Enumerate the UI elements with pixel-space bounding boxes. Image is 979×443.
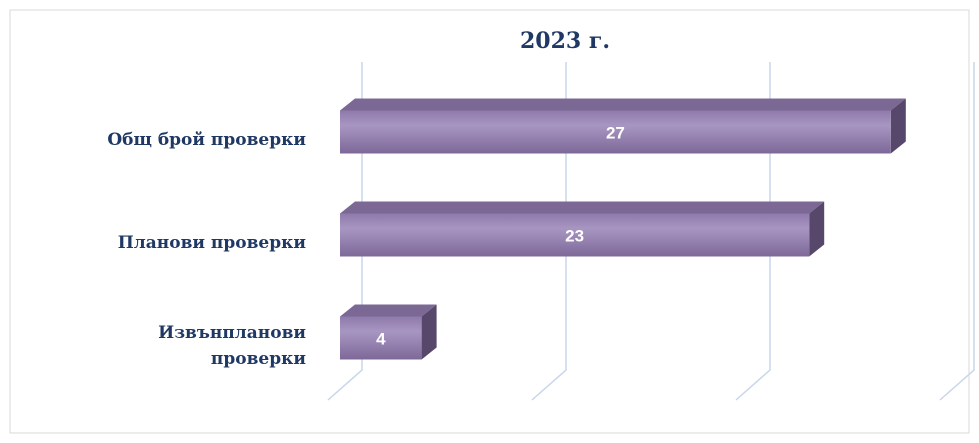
- bar-front: [340, 213, 810, 257]
- bar: [340, 201, 825, 257]
- bar-front: [340, 316, 422, 360]
- bar-side: [809, 201, 825, 257]
- bar-side: [421, 304, 437, 360]
- bar: [340, 98, 906, 154]
- data-label: 23: [565, 226, 584, 245]
- data-label: 27: [606, 123, 625, 142]
- grid-line: [531, 62, 567, 401]
- bar-top: [340, 201, 825, 214]
- category-label: Общ брой проверки: [107, 130, 306, 150]
- grid-line: [327, 62, 363, 401]
- category-label: Извънпланови проверки: [158, 323, 306, 369]
- grid-line: [735, 62, 771, 401]
- category-label: Планови проверки: [117, 233, 306, 253]
- grid-line: [939, 62, 975, 401]
- bar-side: [890, 98, 906, 154]
- bar-front: [340, 110, 891, 154]
- bar: [340, 304, 437, 360]
- chart-title: 2023 г.: [519, 28, 611, 54]
- bar-top: [340, 304, 437, 317]
- data-label: 4: [376, 329, 386, 348]
- bar-top: [340, 98, 906, 111]
